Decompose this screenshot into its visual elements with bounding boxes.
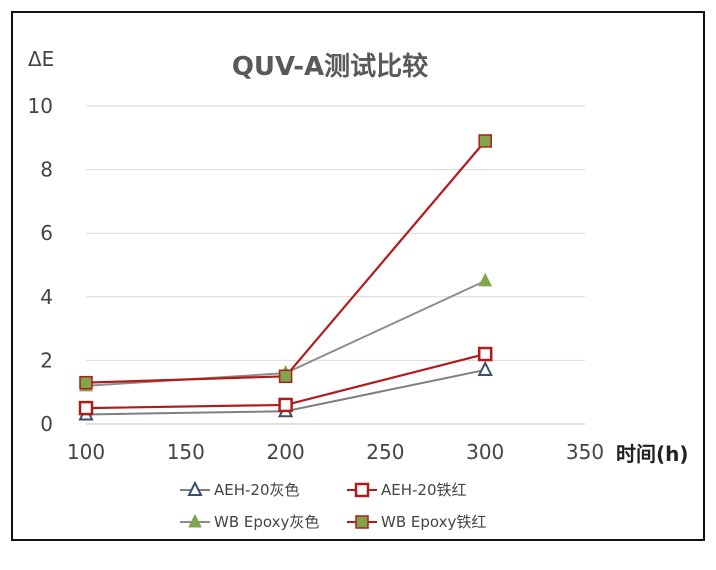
gridlines: [86, 105, 585, 425]
x-tick-label-1: 150: [167, 440, 205, 464]
legend-item-3: WB Epoxy铁红: [347, 513, 486, 531]
y-tick-label-0: 0: [40, 412, 53, 436]
legend-marker-3: [355, 515, 369, 529]
y-tick-label-5: 10: [28, 94, 53, 118]
x-axis-label: 时间(h): [616, 442, 689, 466]
chart-border: [11, 11, 705, 541]
x-tick-label-3: 250: [366, 440, 404, 464]
x-tick-label-0: 100: [67, 440, 105, 464]
legend-item-2: WB Epoxy灰色: [180, 513, 319, 531]
legend-marker-0: [187, 480, 203, 496]
series-lines: [78, 134, 493, 421]
data-point-s0-p2: [477, 360, 493, 376]
legend-label-2: WB Epoxy灰色: [214, 513, 319, 531]
data-point-s3-p2: [478, 134, 492, 148]
data-point-s2-p2: [478, 272, 493, 287]
x-tick-label-4: 300: [466, 440, 504, 464]
y-tick-label-4: 8: [40, 158, 53, 182]
data-point-s1-p1: [278, 397, 293, 413]
legend: AEH-20灰色 AEH-20铁红 WB Epoxy灰色 WB Epoxy铁红: [180, 480, 486, 531]
y-tick-label-2: 4: [40, 285, 53, 309]
data-point-s3-p1: [278, 369, 293, 384]
y-tick-label-3: 6: [40, 221, 53, 245]
data-point-s1-p0: [78, 400, 94, 416]
y-axis-label: ΔE: [28, 47, 54, 71]
legend-label-0: AEH-20灰色: [214, 481, 300, 499]
legend-marker-2: [188, 513, 202, 528]
legend-marker-1: [354, 482, 370, 498]
y-tick-label-1: 2: [40, 348, 53, 372]
chart-title: QUV-A测试比较: [232, 51, 428, 82]
tick-labels: 0 2 4 6 8 10 100 150 200 250 300 350: [28, 94, 605, 464]
legend-item-0: AEH-20灰色: [180, 480, 300, 499]
legend-item-1: AEH-20铁红: [347, 481, 467, 499]
series-3: [79, 134, 492, 390]
x-tick-label-5: 350: [566, 440, 604, 464]
legend-label-1: AEH-20铁红: [381, 481, 467, 499]
series-1: [78, 346, 493, 416]
legend-label-3: WB Epoxy铁红: [381, 513, 486, 531]
data-point-s1-p2: [477, 346, 493, 362]
x-tick-label-2: 200: [267, 440, 305, 464]
data-point-s3-p0: [79, 375, 93, 390]
